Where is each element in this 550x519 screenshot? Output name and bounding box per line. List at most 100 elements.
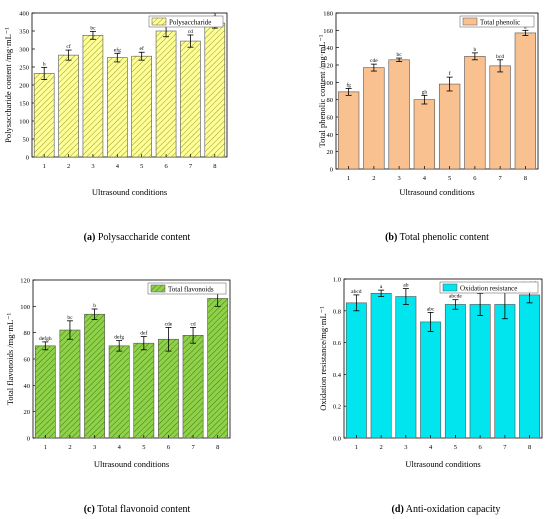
- bar: [182, 334, 204, 439]
- x-tick-label: 1: [347, 175, 350, 182]
- x-tick-label: 7: [189, 163, 193, 170]
- y-tick-label: 120: [20, 278, 30, 285]
- significance-letter: bc: [67, 315, 73, 321]
- x-tick-label: 2: [372, 175, 375, 182]
- y-tick-label: 300: [19, 47, 29, 54]
- y-tick-label: 160: [323, 28, 333, 35]
- y-tick-label: 40: [24, 383, 31, 390]
- x-tick-label: 4: [423, 175, 427, 182]
- significance-letter: a: [214, 12, 217, 18]
- x-tick-label: 6: [167, 444, 171, 451]
- y-tick-label: 400: [19, 11, 29, 18]
- panel-caption-text: Polysaccharide content: [98, 232, 191, 243]
- legend-box: [147, 282, 227, 295]
- x-tick-label: 7: [499, 175, 503, 182]
- significance-letter: defg: [114, 334, 124, 341]
- significance-letter: fg: [346, 81, 351, 88]
- panel-total-phenolic: 0 20 40 60 80 100 120 140 160 180 fg 1 cde 2 bc 3 gh 4 f 5 b…: [317, 11, 539, 243]
- x-tick-label: 6: [164, 163, 168, 170]
- y-tick-label: 0.0: [333, 436, 341, 443]
- significance-letter: bc: [90, 25, 96, 31]
- legend-label: Total phenolic: [480, 19, 520, 27]
- x-tick-label: 7: [503, 444, 507, 451]
- legend-box: [148, 15, 224, 28]
- y-tick-label: 100: [323, 80, 333, 87]
- panel-caption: (a) Polysaccharide content: [84, 232, 191, 243]
- bar: [131, 55, 152, 158]
- y-axis-label: Polysaccharide content /mg·mL⁻¹: [3, 27, 13, 143]
- bar: [133, 342, 155, 439]
- significance-letter: bc: [397, 52, 403, 58]
- legend-swatch: [462, 17, 478, 26]
- panel-caption: (c) Total flavonoid content: [84, 504, 191, 515]
- x-tick-label: 3: [91, 163, 94, 170]
- bar: [489, 65, 511, 170]
- significance-letter: abcde: [449, 294, 462, 300]
- bar: [108, 345, 130, 439]
- bar: [155, 30, 177, 158]
- y-tick-label: 100: [20, 304, 30, 311]
- x-axis-label: Ultrasound conditions: [92, 187, 167, 197]
- bar: [207, 298, 229, 439]
- y-axis-label: Total phenolic content /mg·mL⁻¹: [317, 34, 327, 147]
- significance-letter: a: [380, 284, 383, 290]
- legend-label: Polysaccharide: [169, 19, 211, 27]
- significance-letter: h: [43, 61, 46, 67]
- y-tick-label: 20: [327, 149, 334, 156]
- legend-label: Total flavonoids: [168, 286, 214, 294]
- y-tick-label: 250: [19, 65, 29, 72]
- bar: [34, 345, 56, 439]
- significance-letter: gh: [422, 89, 428, 95]
- y-tick-label: 50: [23, 137, 30, 144]
- legend-label: Oxidation resistance: [460, 285, 517, 293]
- legend-swatch: [151, 17, 167, 26]
- panel-caption-letter: (c): [84, 504, 95, 515]
- bar: [337, 91, 360, 170]
- y-tick-label: 20: [24, 409, 31, 416]
- significance-letter: def: [140, 330, 147, 337]
- y-tick-label: 0.6: [333, 340, 342, 347]
- bar: [438, 83, 461, 170]
- y-tick-label: 200: [19, 83, 29, 90]
- significance-letter: bcd: [496, 54, 504, 60]
- x-tick-label: 3: [398, 175, 401, 182]
- significance-letter: defgh: [39, 335, 52, 342]
- x-tick-label: 1: [43, 163, 46, 170]
- x-tick-label: 2: [68, 444, 71, 451]
- y-tick-label: 40: [327, 132, 334, 139]
- x-axis-label: Ultrasound conditions: [94, 459, 169, 469]
- x-tick-label: 6: [479, 444, 483, 451]
- y-tick-label: 140: [323, 45, 333, 52]
- y-tick-label: 350: [19, 29, 29, 36]
- significance-letter: cde: [165, 321, 173, 327]
- x-tick-label: 7: [191, 444, 195, 451]
- legend-swatch: [442, 283, 458, 292]
- legend-box: [459, 15, 535, 28]
- significance-letter: b: [474, 47, 477, 53]
- y-tick-label: 0.4: [333, 372, 342, 379]
- x-tick-label: 4: [116, 163, 120, 170]
- x-axis-label: Ultrasound conditions: [399, 187, 474, 197]
- x-tick-label: 1: [44, 444, 47, 451]
- plot-frame: [343, 278, 543, 439]
- legend-swatch: [150, 284, 166, 293]
- x-tick-label: 8: [524, 175, 527, 182]
- legend-box: [439, 281, 539, 294]
- x-tick-label: 2: [67, 163, 70, 170]
- bar: [494, 304, 516, 439]
- panel-total-flavonoids: 0 20 40 60 80 100 120 defgh 1 bc 2 b 3 defg 4 def 5 cde 6 c…: [5, 278, 231, 515]
- bar: [519, 294, 541, 439]
- panel-caption-text: Anti-oxidation capacity: [406, 504, 501, 515]
- bar: [420, 321, 442, 439]
- bar: [180, 40, 201, 158]
- y-tick-label: 1.0: [333, 277, 341, 284]
- y-tick-label: 60: [24, 357, 31, 364]
- bar: [59, 329, 81, 439]
- bar: [158, 338, 179, 439]
- x-tick-label: 5: [142, 444, 145, 451]
- bar: [464, 56, 486, 170]
- bar: [84, 313, 105, 439]
- x-tick-label: 1: [355, 444, 358, 451]
- bar: [82, 35, 104, 158]
